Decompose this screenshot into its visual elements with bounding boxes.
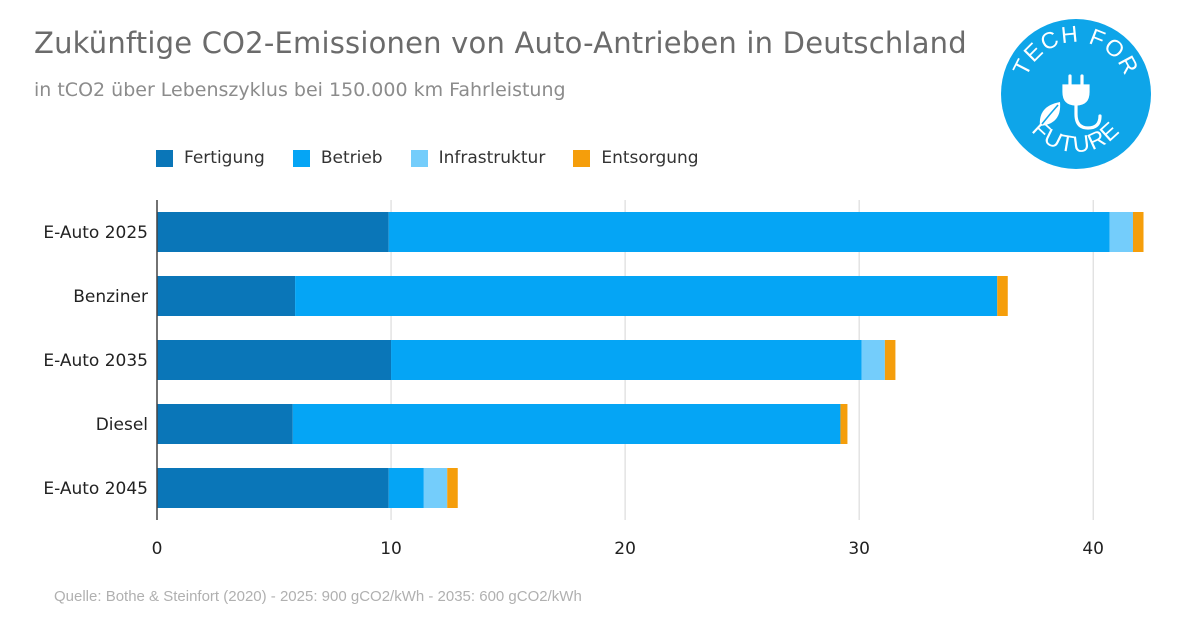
y-category-label: E-Auto 2025 xyxy=(43,223,148,243)
tech-for-future-logo: TECH FOR FUTURE xyxy=(1001,19,1151,169)
legend-item: Infrastruktur xyxy=(410,148,546,168)
source-note: Quelle: Bothe & Steinfort (2020) - 2025:… xyxy=(54,588,582,605)
leaf-icon xyxy=(1039,102,1061,126)
x-tick-label: 0 xyxy=(152,539,163,559)
bar-segment xyxy=(295,276,998,316)
y-category-label: Benziner xyxy=(73,287,148,307)
bar-segment xyxy=(388,212,1110,252)
bar-segment xyxy=(388,468,424,508)
bar-segment xyxy=(1109,212,1133,252)
bar-segment xyxy=(157,212,389,252)
bar-segment xyxy=(1132,212,1144,252)
bar-segment xyxy=(840,404,848,444)
bar-segment xyxy=(157,404,293,444)
x-tick-label: 40 xyxy=(1082,539,1104,559)
y-category-label: E-Auto 2035 xyxy=(43,351,148,371)
bar-segment xyxy=(447,468,458,508)
legend-swatch xyxy=(410,149,428,167)
legend-label: Fertigung xyxy=(184,148,265,168)
legend-swatch xyxy=(292,149,310,167)
bar-segment xyxy=(292,404,841,444)
y-category-label: Diesel xyxy=(96,415,148,435)
bar-segment xyxy=(157,276,296,316)
bar-segment xyxy=(997,276,1008,316)
legend-label: Entsorgung xyxy=(601,148,699,168)
x-tick-label: 30 xyxy=(848,539,870,559)
chart-subtitle: in tCO2 über Lebenszyklus bei 150.000 km… xyxy=(34,79,566,101)
bar-segment xyxy=(391,340,862,380)
bars xyxy=(157,212,1144,508)
bar-segment xyxy=(423,468,448,508)
legend-label: Betrieb xyxy=(320,148,383,168)
legend-item: Betrieb xyxy=(292,148,383,168)
legend-item: Entsorgung xyxy=(573,148,699,168)
plug-icon xyxy=(1062,74,1102,130)
bar-segment xyxy=(157,340,392,380)
axes: 0 10 20 30 40 E-Auto 2025 Benziner E-Auto 2035 D… xyxy=(43,200,1104,559)
chart-title: Zukünftige CO2-Emissionen von Auto-Antri… xyxy=(34,26,967,60)
bar-segment xyxy=(157,468,389,508)
legend-swatch xyxy=(156,149,173,167)
bar-segment xyxy=(861,340,885,380)
x-tick-label: 10 xyxy=(380,539,402,559)
chart-legend: Fertigung Betrieb Infrastruktur Entsorgung xyxy=(156,148,699,168)
legend-swatch xyxy=(573,149,591,167)
x-tick-label: 20 xyxy=(614,539,636,559)
bar-segment xyxy=(884,340,896,380)
legend-label: Infrastruktur xyxy=(438,148,546,168)
y-category-label: E-Auto 2045 xyxy=(43,479,148,499)
legend-item: Fertigung xyxy=(156,148,265,168)
